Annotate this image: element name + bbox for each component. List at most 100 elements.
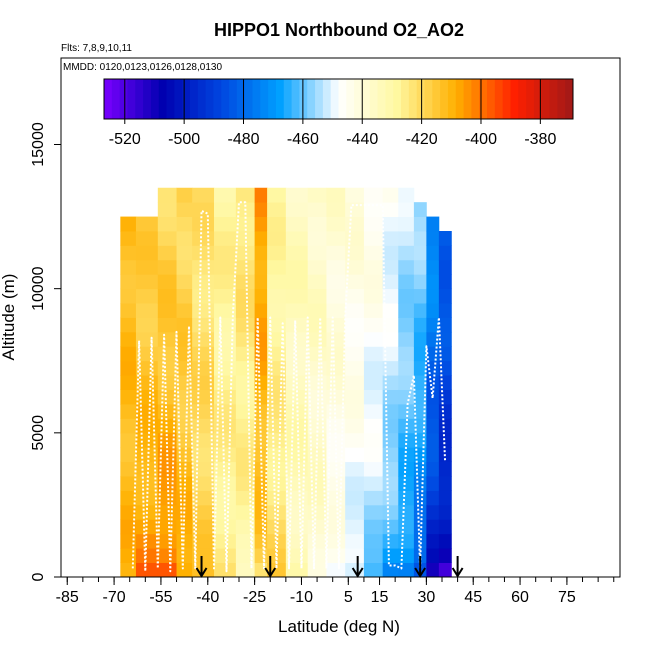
heatmap-cell [307,259,327,275]
profile-arrow-head [264,567,277,578]
heatmap-cell [235,259,256,275]
heatmap-cell [120,533,137,549]
heatmap-cell [345,216,365,232]
heatmap-cell [438,504,452,520]
heatmap-cell [382,346,399,362]
flight-track [131,201,447,573]
heatmap-cell [120,447,137,463]
heatmap-cell [382,202,399,217]
heatmap-cell [307,375,327,390]
heatmap-cell [120,432,137,448]
heatmap-cell [235,461,256,477]
heatmap-cell [120,490,137,506]
heatmap-cell [438,303,452,318]
heatmap-cell [157,490,177,506]
colorbar-swatch [135,79,144,119]
heatmap-cell [235,562,256,578]
colorbar-swatch [182,79,191,119]
colorbar-swatch [213,79,222,119]
heatmap-cell [363,303,384,318]
heatmap-cell [382,490,399,506]
heatmap-cell [438,461,452,477]
x-tick-label: -70 [103,589,126,606]
colorbar-swatch [338,79,347,119]
heatmap-cell [267,317,287,333]
heatmap-cell [157,548,177,563]
heatmap-cell [413,202,427,217]
heatmap-cell [120,259,137,275]
heatmap-cell [285,245,309,261]
y-axis-label: Altitude (m) [0,274,18,361]
colorbar-tick-label: -420 [406,131,438,148]
profile-arrow-head [351,567,364,578]
heatmap-cell [307,202,327,217]
heatmap-cell [326,360,346,376]
heatmap-cell [176,317,193,333]
heatmap-cell [176,288,193,304]
heatmap-cell [254,375,268,390]
heatmap-cell [438,519,452,535]
heatmap-cell [363,490,384,506]
heatmap-cell [176,490,193,506]
heatmap-cell [254,288,268,304]
heatmap-cell [345,288,365,304]
heatmap-cell [214,375,237,390]
heatmap-cell [214,303,237,318]
heatmap-cell [120,562,137,578]
heatmap-cell [382,548,399,563]
colorbar-swatch [252,79,261,119]
colorbar-swatch [299,79,308,119]
colorbar-swatch [275,79,285,119]
colorbar-swatch [487,79,496,119]
heatmap-cell [426,288,440,304]
heatmap-cell [413,259,427,275]
heatmap-cell [382,245,399,261]
heatmap-cell [413,389,427,405]
heatmap-cell [363,288,384,304]
heatmap-cell [267,504,287,520]
colorbar-swatch [471,79,480,119]
heatmap-cell [254,202,268,217]
heatmap-cell [254,274,268,290]
chart-title: HIPPO1 Northbound O2_AO2 [214,20,464,40]
heatmap-cell [254,317,268,333]
heatmap-cell [254,418,268,434]
heatmap-cell [120,418,137,434]
colorbar-swatch [205,79,214,119]
heatmap-cell [326,187,346,203]
heatmap-cell [135,303,159,318]
heatmap-cell [120,231,137,246]
heatmap-cell [413,346,427,362]
heatmap-cell [267,404,287,419]
heatmap-cell [363,461,384,477]
heatmap-cell [382,476,399,491]
heatmap-cell [426,447,440,463]
heatmap-cell [438,533,452,549]
heatmap-cell [235,303,256,318]
heatmap-cell [157,432,177,448]
colorbar-swatch [557,79,566,119]
heatmap-cell [345,331,365,347]
heatmap-cell [235,274,256,290]
heatmap-cell [157,231,177,246]
heatmap-cell [398,303,415,318]
heatmap-cell [214,288,237,304]
heatmap-cell [426,548,440,563]
colorbar-swatch [268,79,277,119]
heatmap-cell [135,404,159,419]
heatmap-cell [363,389,384,405]
heatmap-cell [345,389,365,405]
heatmap-cell [176,389,193,405]
heatmap-cell [363,231,384,246]
heatmap-cell [192,519,215,535]
heatmap-cell [426,418,440,434]
heatmap-cell [426,490,440,506]
heatmap-cell [285,187,309,203]
heatmap-cell [307,476,327,491]
heatmap-cell [363,533,384,549]
colorbar-swatch [541,79,551,119]
heatmap-cell [426,317,440,333]
heatmap-cell [285,476,309,491]
heatmap-cell [363,360,384,376]
heatmap-cell [426,216,440,232]
